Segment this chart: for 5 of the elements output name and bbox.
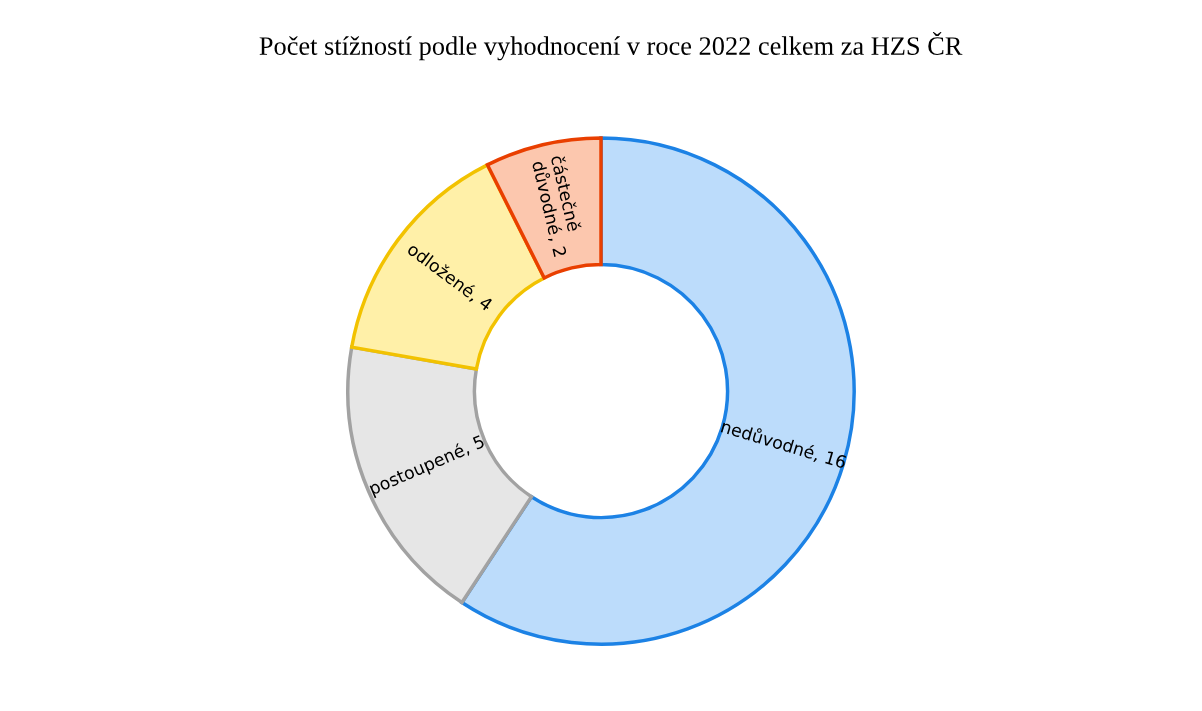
donut-slice bbox=[485, 136, 603, 280]
data-label: , 16 bbox=[813, 447, 847, 471]
data-label: , 5 bbox=[466, 434, 485, 456]
data-label: , 2 bbox=[547, 235, 567, 258]
chart-title: Počet stížností podle vyhodnocení v roce 2022 celkem za HZS ČR bbox=[259, 32, 963, 61]
